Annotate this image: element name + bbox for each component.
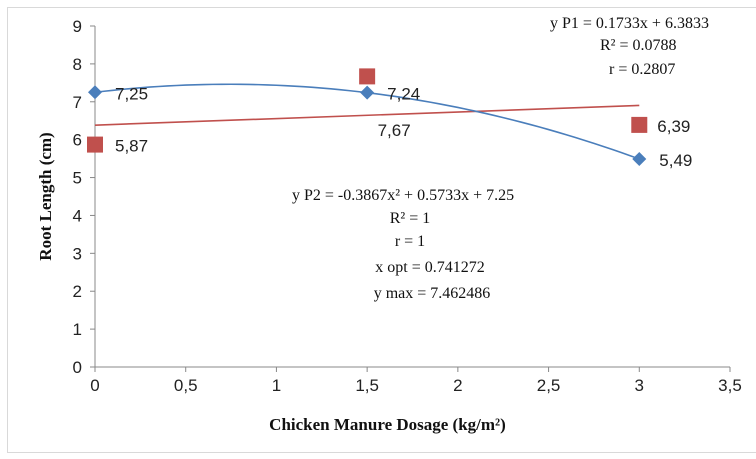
chart-frame	[7, 7, 756, 453]
p1-r-squared: R² = 0.0788	[600, 37, 677, 54]
marker-p1	[359, 68, 376, 85]
markers	[87, 68, 648, 166]
y-tick-label: 2	[73, 282, 82, 301]
axes	[94, 26, 730, 368]
y-tick-label: 6	[73, 131, 82, 150]
p1-equation-line: y P1 = 0.1733x + 6.3833	[550, 15, 709, 32]
x-tick-label: 2	[453, 376, 462, 395]
data-label-p2: 5,49	[659, 151, 692, 170]
data-label-p1: 5,87	[115, 137, 148, 156]
x-tick-label: 3,5	[718, 376, 742, 395]
marker-p2	[88, 85, 102, 100]
y-tick-label: 5	[73, 169, 82, 188]
y-tick-label: 0	[73, 358, 82, 377]
y-axis-title: Root Length (cm)	[36, 132, 55, 260]
x-tick-label: 0,5	[174, 376, 198, 395]
marker-p2	[360, 85, 375, 100]
y-tick-label: 9	[73, 17, 82, 36]
marker-p2	[632, 151, 647, 166]
p2-equation-box: y P2 = -0.3867x² + 0.5733x + 7.25 R² = 1…	[292, 187, 514, 302]
x-tick-label: 1	[272, 376, 281, 395]
y-tick-label: 8	[73, 55, 82, 74]
data-label-p1: 6,39	[657, 117, 690, 136]
p2-x-opt: x opt = 0.741272	[375, 259, 484, 276]
marker-p1	[631, 116, 648, 133]
y-tick-label: 3	[73, 244, 82, 263]
y-tick-label: 1	[73, 320, 82, 339]
y-tick-label: 7	[73, 93, 82, 112]
y-ticks: 0 1 2 3 4 5 6 7 8 9	[73, 17, 95, 377]
x-tick-label: 1,5	[355, 376, 379, 395]
p2-equation-line: y P2 = -0.3867x² + 0.5733x + 7.25	[292, 187, 514, 204]
trendline-p1	[94, 104, 640, 126]
p2-r-squared: R² = 1	[390, 210, 431, 227]
p2-r-value: r = 1	[395, 233, 425, 250]
data-label-p2: 7,25	[115, 84, 148, 103]
y-tick-label: 4	[73, 206, 82, 225]
x-ticks: 0 0,5 1 1,5 2 2,5 3 3,5	[90, 367, 742, 395]
marker-p1	[87, 136, 103, 153]
x-tick-label: 3	[635, 376, 644, 395]
data-label-p1: 7,67	[378, 121, 411, 140]
p1-equation-box: y P1 = 0.1733x + 6.3833 R² = 0.0788 r = …	[550, 15, 709, 78]
p1-r-value: r = 0.2807	[609, 61, 675, 78]
x-tick-label: 2,5	[537, 376, 561, 395]
x-axis-title: Chicken Manure Dosage (kg/m²)	[269, 415, 506, 434]
p2-y-max: y max = 7.462486	[374, 285, 491, 302]
data-labels: 5,87 7,67 6,39 7,25 7,24 5,49	[115, 84, 692, 170]
data-label-p2: 7,24	[387, 85, 420, 104]
x-tick-label: 0	[90, 376, 99, 395]
